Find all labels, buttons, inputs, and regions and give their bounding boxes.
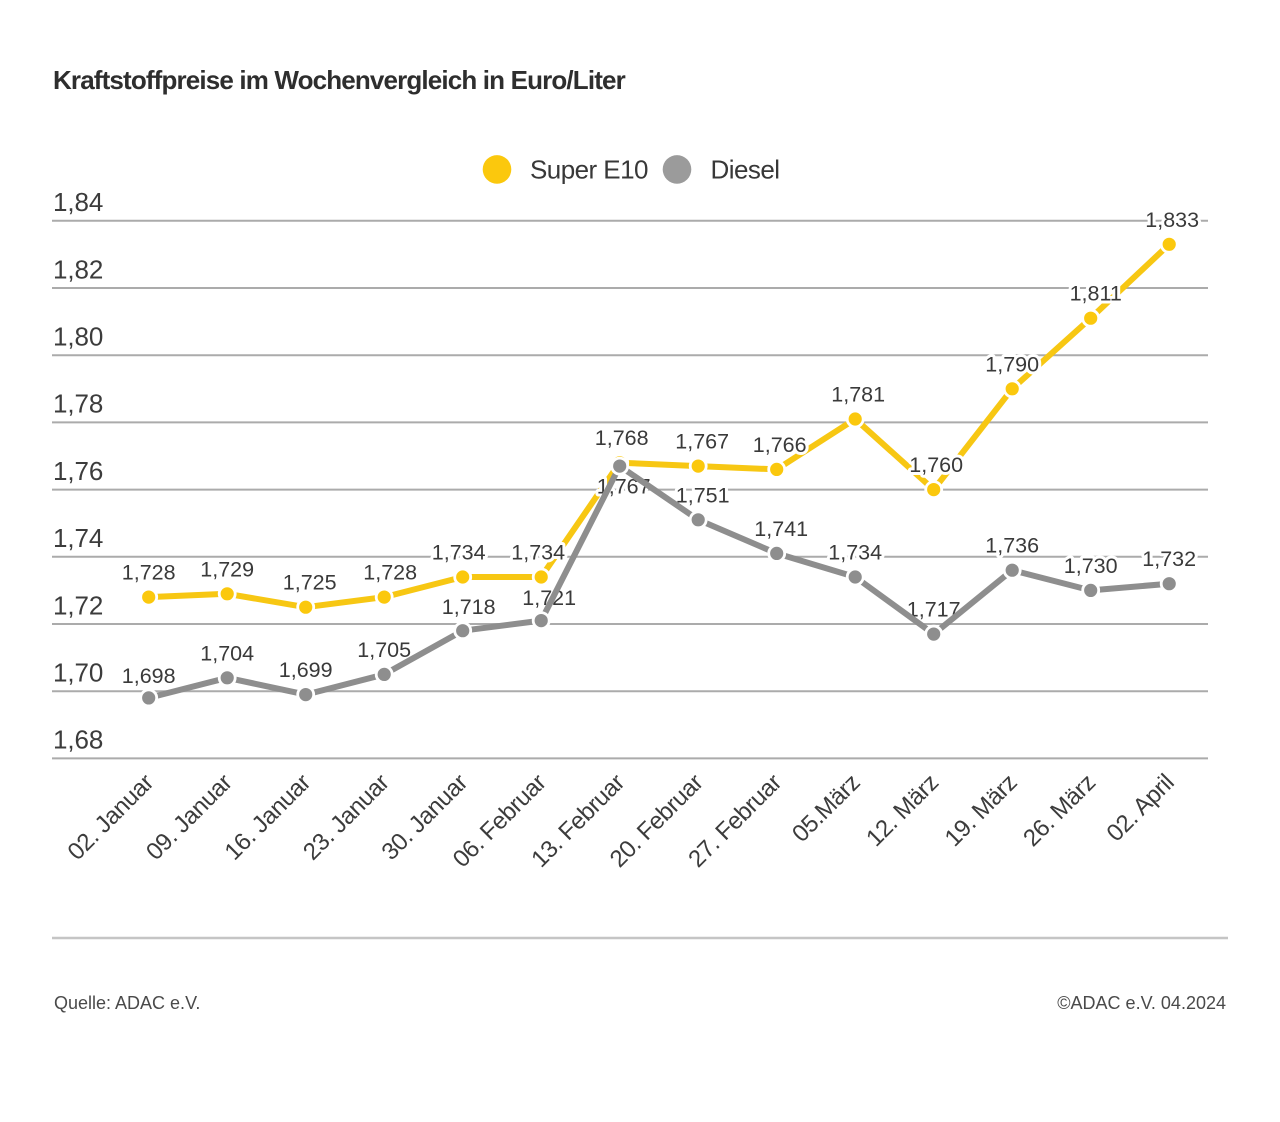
svg-text:1,781: 1,781	[831, 383, 885, 407]
svg-text:1,704: 1,704	[200, 641, 254, 665]
svg-text:Super E10: Super E10	[530, 155, 648, 185]
svg-text:©ADAC e.V. 04.2024: ©ADAC e.V. 04.2024	[1057, 993, 1226, 1013]
svg-text:1,730: 1,730	[1064, 554, 1118, 578]
svg-text:1,811: 1,811	[1070, 282, 1122, 306]
svg-text:Diesel: Diesel	[711, 155, 780, 185]
svg-text:1,741: 1,741	[754, 517, 808, 541]
svg-text:1,728: 1,728	[122, 561, 176, 585]
svg-text:1,734: 1,734	[511, 541, 565, 565]
svg-text:1,734: 1,734	[432, 541, 486, 565]
svg-text:1,78: 1,78	[53, 389, 103, 419]
svg-text:1,728: 1,728	[363, 561, 417, 585]
svg-text:1,732: 1,732	[1142, 547, 1196, 571]
svg-text:1,718: 1,718	[442, 595, 496, 619]
svg-text:1,760: 1,760	[909, 453, 963, 477]
svg-text:1,767: 1,767	[675, 430, 729, 454]
svg-text:1,751: 1,751	[676, 483, 730, 507]
svg-text:1,76: 1,76	[53, 456, 103, 486]
svg-text:1,698: 1,698	[122, 664, 176, 688]
svg-text:1,721: 1,721	[522, 586, 576, 610]
svg-text:1,833: 1,833	[1145, 208, 1199, 232]
svg-text:Quelle: ADAC e.V.: Quelle: ADAC e.V.	[54, 993, 200, 1013]
svg-text:1,725: 1,725	[283, 571, 337, 595]
svg-text:1,699: 1,699	[279, 658, 333, 682]
svg-text:1,766: 1,766	[753, 433, 807, 457]
svg-text:1,82: 1,82	[53, 254, 103, 284]
svg-text:1,734: 1,734	[828, 541, 882, 565]
svg-text:1,68: 1,68	[53, 725, 103, 755]
svg-text:1,74: 1,74	[53, 523, 103, 553]
svg-text:1,72: 1,72	[53, 590, 103, 620]
svg-text:1,736: 1,736	[985, 534, 1039, 558]
svg-text:1,729: 1,729	[200, 557, 254, 581]
svg-text:1,84: 1,84	[53, 187, 103, 217]
svg-text:1,80: 1,80	[53, 322, 103, 352]
svg-text:1,705: 1,705	[357, 638, 411, 662]
svg-text:1,768: 1,768	[595, 426, 649, 450]
svg-text:1,70: 1,70	[53, 658, 103, 688]
svg-text:1,790: 1,790	[985, 352, 1039, 376]
svg-text:Kraftstoffpreise im Wochenverg: Kraftstoffpreise im Wochenvergleich in E…	[53, 65, 626, 95]
